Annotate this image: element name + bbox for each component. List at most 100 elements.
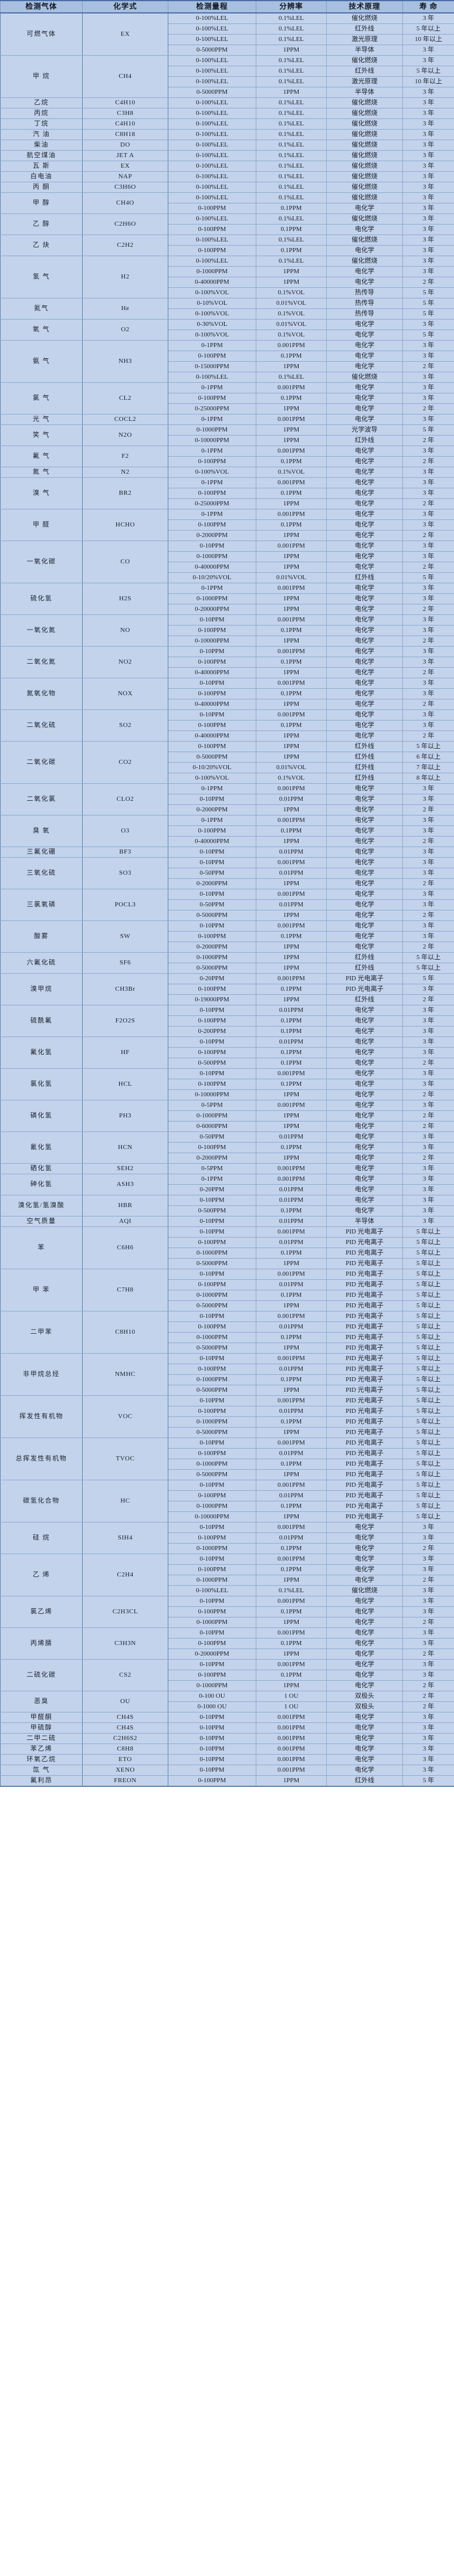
cell-detection-range: 0-1000PPM (168, 1617, 256, 1628)
cell-resolution: 1PPM (256, 1427, 327, 1438)
table-row: 氢 气 H2 0-100%LEL 0.1%LEL 催化燃烧 3 年 (0, 256, 454, 298)
cell-lifespan: 5 年 (402, 298, 454, 309)
cell-resolution: 0.01PPM (256, 1184, 327, 1195)
cell-resolution: 0.001PPM (256, 1554, 327, 1565)
cell-detection-range: 0-2000PPM (168, 1153, 256, 1164)
cell-resolution: 0.1PPM (256, 1501, 327, 1512)
table-row: 丙 酮 C3H6O 0-100%LEL 0.1%LEL 催化燃烧 3 年 (0, 182, 454, 193)
cell-lifespan: 5 年以上 (402, 1269, 454, 1280)
cell-technical-principle: 电化学 (326, 1036, 403, 1048)
cell-technical-principle: 电化学 (326, 382, 403, 393)
cell-resolution: 0.001PPM (256, 1174, 327, 1185)
table-row: 二氧化碳 CO2 0-100PPM 1PPM 红外线 5 年以上 (0, 741, 454, 784)
table-row: 0-5000PPM 1PPM PID 光电离子 5 年以上 (1, 1469, 454, 1480)
cell-detection-range: 0-1000PPM (168, 593, 256, 604)
cell-lifespan: 3 年 (402, 688, 454, 699)
cell-technical-principle: PID 光电离子 (326, 1385, 403, 1396)
table-row: 0-1000 OU 1 OU 双极头 2 年 (1, 1701, 454, 1712)
table-row: 0-500PPM 0.1PPM 电化学 3 年 (1, 1205, 454, 1216)
cell-gas-name: 苯乙烯 (0, 1744, 83, 1755)
cell-technical-principle: 电化学 (326, 910, 403, 921)
cell-chemical-formula: OU (82, 1691, 168, 1712)
cell-detection-range: 0-10PPM (168, 1596, 256, 1607)
table-row: 0-100PPM 0.01PPM 电化学 3 年 (1, 1532, 454, 1544)
table-row: 甲 醇 CH4O 0-100%LEL 0.1%LEL 催化燃烧 3 年 (0, 192, 454, 214)
cell-detection-range: 0-40000PPM (168, 667, 256, 678)
cell-resolution: 1PPM (256, 562, 327, 573)
cell-resolution: 0.1PPM (256, 224, 327, 235)
cell-technical-principle: 催化燃烧 (326, 12, 403, 24)
cell-detection-range: 0-100PPM (168, 688, 256, 699)
table-row: 0-100%LEL 0.1%LEL 红外线 5 年以上 (1, 23, 454, 35)
cell-resolution: 0.1%LEL (256, 192, 327, 203)
cell-lifespan: 2 年 (402, 1575, 454, 1586)
cell-detection-range: 0-100PPM (168, 1047, 256, 1058)
cell-lifespan: 3 年 (402, 1670, 454, 1681)
cell-technical-principle: 电化学 (326, 1617, 403, 1628)
cell-lifespan: 10 年以上 (402, 34, 454, 45)
cell-technical-principle: 电化学 (326, 1744, 403, 1755)
cell-lifespan: 2 年 (402, 1680, 454, 1691)
table-row: 氮氧化物 NOX 0-10PPM 0.001PPM 电化学 3 年 (0, 678, 454, 710)
table-row: 0-10000PPM 1PPM 电化学 2 年 (1, 1089, 454, 1100)
cell-technical-principle: 红外线 (326, 952, 403, 963)
cell-resolution: 0.1PPM (256, 1416, 327, 1428)
cell-resolution: 0.001PPM (256, 973, 327, 984)
cell-detection-range: 0-100PPM (168, 657, 256, 668)
cell-lifespan: 5 年以上 (402, 1364, 454, 1375)
table-row: 砷化氢 ASH3 0-1PPM 0.001PPM 电化学 3 年 (0, 1174, 454, 1195)
cell-technical-principle: PID 光电离子 (326, 1258, 403, 1269)
table-row: 0-100PPM 0.1PPM 电化学 3 年 (1, 657, 454, 668)
cell-resolution: 0.1%VOL (256, 467, 327, 478)
cell-gas-name: 丙 酮 (0, 182, 83, 193)
cell-lifespan: 5 年以上 (402, 741, 454, 752)
cell-detection-range: 0-10PPM (168, 1437, 256, 1449)
cell-resolution: 0.1%LEL (256, 129, 327, 140)
cell-detection-range: 0-10PPM (168, 646, 256, 657)
cell-technical-principle: 催化燃烧 (326, 372, 403, 383)
cell-technical-principle: 电化学 (326, 245, 403, 256)
cell-technical-principle: 电化学 (326, 709, 403, 721)
cell-technical-principle: 电化学 (326, 329, 403, 341)
table-row: 二甲苯 C8H10 0-10PPM 0.001PPM PID 光电离子 5 年以上 (0, 1311, 454, 1354)
cell-technical-principle: 电化学 (326, 541, 403, 552)
cell-lifespan: 2 年 (402, 635, 454, 647)
cell-technical-principle: 电化学 (326, 1670, 403, 1681)
header-lifespan: 寿 命 (402, 0, 454, 13)
cell-technical-principle: 电化学 (326, 1606, 403, 1617)
cell-technical-principle: PID 光电离子 (326, 1437, 403, 1449)
cell-resolution: 0.1%LEL (256, 108, 327, 119)
cell-lifespan: 5 年 (402, 973, 454, 984)
cell-chemical-formula: C6H6 (82, 1226, 168, 1269)
cell-gas-name: 氯 气 (0, 382, 83, 414)
cell-technical-principle: 电化学 (326, 1174, 403, 1185)
table-row: 甲 醛 HCHO 0-1PPM 0.001PPM 电化学 3 年 (0, 509, 454, 541)
cell-lifespan: 3 年 (402, 931, 454, 942)
table-row: 氰化氢 HCN 0-50PPM 0.01PPM 电化学 3 年 (0, 1131, 454, 1164)
cell-resolution: 0.001PPM (256, 1269, 327, 1280)
cell-gas-name: 甲 苯 (0, 1269, 83, 1311)
cell-lifespan: 3 年 (402, 1744, 454, 1755)
cell-detection-range: 0-2000PPM (168, 942, 256, 953)
cell-detection-range: 0-40000PPM (168, 699, 256, 710)
cell-chemical-formula: SF6 (82, 952, 168, 974)
table-row: 0-1000PPM 1PPM 电化学 3 年 (1, 266, 454, 277)
cell-lifespan: 3 年 (402, 108, 454, 119)
cell-technical-principle: 电化学 (326, 657, 403, 668)
table-row: 0-100PPM 0.1PPM 电化学 3 年 (1, 245, 454, 256)
cell-detection-range: 0-5000PPM (168, 87, 256, 98)
cell-chemical-formula: C3H8 (82, 108, 168, 119)
table-row: 甲醛酮 CH4S 0-10PPM 0.001PPM 电化学 3 年 (0, 1712, 454, 1723)
cell-resolution: 1PPM (256, 1469, 327, 1480)
cell-resolution: 0.001PPM (256, 1712, 327, 1723)
cell-detection-range: 0-10/20%VOL (168, 572, 256, 583)
cell-gas-name: 溴 气 (0, 477, 83, 509)
cell-technical-principle: 电化学 (326, 1564, 403, 1575)
cell-resolution: 1PPM (256, 1511, 327, 1523)
cell-lifespan: 3 年 (402, 1163, 454, 1174)
cell-resolution: 0.001PPM (256, 541, 327, 552)
cell-resolution: 0.001PPM (256, 614, 327, 626)
cell-chemical-formula: HCN (82, 1131, 168, 1164)
cell-resolution: 0.001PPM (256, 1353, 327, 1364)
cell-chemical-formula: HCHO (82, 509, 168, 541)
